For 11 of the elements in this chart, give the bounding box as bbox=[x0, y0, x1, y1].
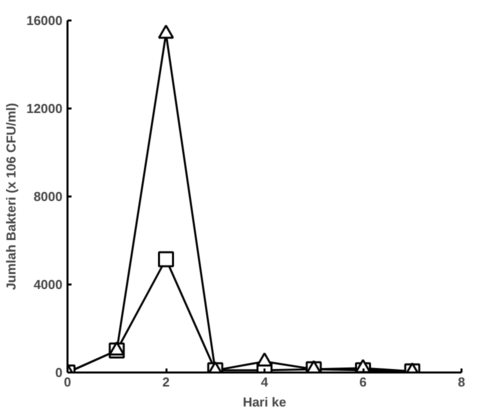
x-tick-label: 6 bbox=[359, 374, 367, 390]
x-tick-label: 2 bbox=[162, 374, 170, 390]
x-tick-label: 4 bbox=[260, 374, 269, 390]
y-tick-label: 4000 bbox=[34, 277, 62, 292]
y-tick-label: 8000 bbox=[34, 189, 62, 204]
x-axis-title: Hari ke bbox=[242, 394, 286, 410]
x-tick-label: 8 bbox=[458, 374, 466, 390]
y-tick-label: 0 bbox=[55, 365, 63, 380]
y-tick-label: 16000 bbox=[26, 13, 63, 28]
y-tick-label: 12000 bbox=[26, 101, 63, 116]
y-axis-title: Jumlah Bakteri (x 106 CFU/ml) bbox=[3, 102, 18, 290]
